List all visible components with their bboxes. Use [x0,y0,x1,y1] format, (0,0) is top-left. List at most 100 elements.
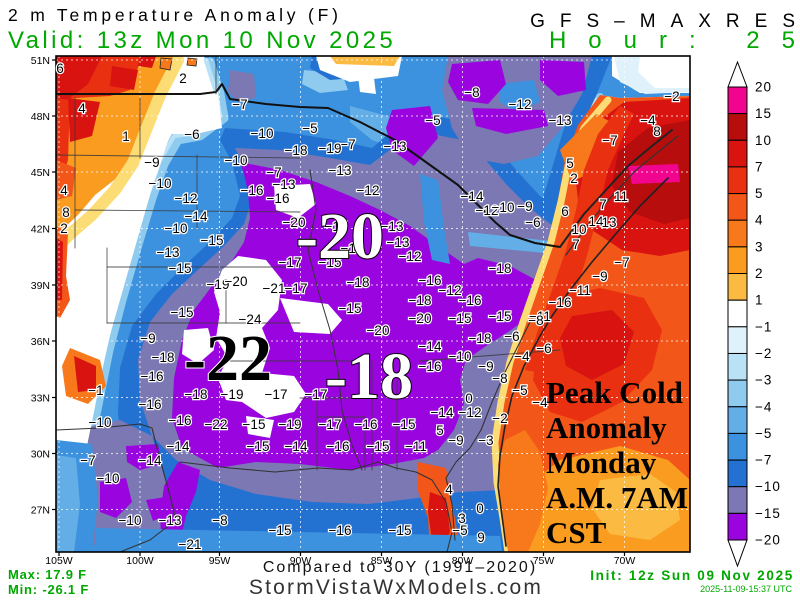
svg-text:−7: −7 [232,97,247,112]
svg-text:−17: −17 [279,255,302,270]
svg-text:−16: −16 [141,369,164,384]
svg-text:CST: CST [546,515,607,550]
svg-text:−6: −6 [504,329,519,344]
svg-text:Monday: Monday [546,445,657,480]
svg-text:−7: −7 [266,165,281,180]
svg-text:85W: 85W [371,555,393,567]
svg-text:−14: −14 [419,339,442,354]
svg-text:11: 11 [614,189,628,204]
svg-text:2025-11-09-15:37 UTC: 2025-11-09-15:37 UTC [700,584,792,594]
svg-text:−12: −12 [175,191,198,206]
svg-text:-18: -18 [325,340,413,413]
svg-text:−15: −15 [201,233,224,248]
svg-text:−5: −5 [302,121,317,136]
svg-text:42N: 42N [31,224,50,236]
svg-text:−7: −7 [602,133,617,148]
svg-text:−22: −22 [205,417,228,432]
svg-text:2: 2 [755,266,764,281]
svg-text:1: 1 [122,129,130,144]
svg-text:−10: −10 [97,471,120,486]
svg-text:48N: 48N [31,111,50,123]
svg-text:7: 7 [599,197,607,212]
svg-text:−13: −13 [381,219,404,234]
svg-text:80W: 80W [452,555,474,567]
svg-text:70W: 70W [614,555,636,567]
svg-text:Max: 17.9 F: Max: 17.9 F [8,567,87,582]
svg-text:−1: −1 [88,383,103,398]
svg-text:−7: −7 [755,453,772,468]
svg-text:Min: -26.1 F: Min: -26.1 F [8,582,89,597]
svg-text:3: 3 [458,511,466,526]
svg-text:45N: 45N [31,167,50,179]
svg-text:−16: −16 [459,293,482,308]
svg-text:2: 2 [179,71,187,86]
svg-text:−18: −18 [341,241,364,256]
svg-text:−13: −13 [157,245,180,260]
svg-text:105W: 105W [45,555,73,567]
svg-text:6: 6 [56,61,64,76]
svg-text:−20: −20 [367,323,390,338]
svg-text:−13: −13 [384,139,407,154]
svg-text:−18: −18 [185,387,208,402]
svg-text:Compared to 30Y (1991–2020): Compared to 30Y (1991–2020) [263,559,537,576]
svg-text:−11: −11 [405,439,427,454]
svg-text:−10: −10 [165,221,188,236]
svg-text:−8: −8 [464,85,479,100]
svg-text:−16: −16 [329,523,352,538]
svg-text:−16: −16 [355,417,378,432]
svg-text:2: 2 [570,171,578,186]
svg-text:5: 5 [566,156,574,171]
svg-text:−9: −9 [517,199,532,214]
svg-text:90W: 90W [290,555,312,567]
svg-text:−13: −13 [273,177,296,192]
svg-text:−15: −15 [449,311,472,326]
svg-text:9: 9 [477,530,485,545]
svg-text:−17: −17 [265,387,288,402]
svg-text:−18: −18 [347,275,370,290]
svg-text:−6: −6 [525,215,540,230]
svg-text:−15: −15 [367,439,390,454]
svg-text:−15: −15 [169,261,192,276]
svg-text:GFS–MAXRES: GFS–MAXRES [530,11,800,32]
svg-text:−9: −9 [448,433,463,448]
svg-text:−17: −17 [319,417,342,432]
svg-text:−18: −18 [409,293,432,308]
svg-text:−16: −16 [267,191,290,206]
svg-text:−4: −4 [514,349,530,364]
svg-text:−6: −6 [536,341,551,356]
svg-text:−10: −10 [755,479,781,494]
svg-text:30N: 30N [31,449,50,461]
svg-text:−17: −17 [305,387,328,402]
svg-text:−17: −17 [325,219,348,234]
svg-text:8: 8 [62,205,70,220]
svg-text:−9: −9 [592,269,607,284]
svg-text:−18: −18 [152,350,175,365]
svg-text:−4: −4 [532,395,548,410]
svg-text:−1: −1 [755,319,772,334]
svg-text:−12: −12 [476,203,499,218]
svg-text:−7: −7 [80,453,95,468]
svg-text:−14: −14 [461,189,484,204]
svg-text:−15: −15 [389,523,412,538]
svg-text:−12: −12 [357,183,380,198]
svg-text:−18: −18 [285,143,308,158]
svg-text:36N: 36N [31,336,50,348]
svg-text:−12: −12 [399,249,422,264]
svg-text:2 m Temperature Anomaly (F): 2 m Temperature Anomaly (F) [8,5,342,25]
svg-text:Peak Cold: Peak Cold [546,375,683,410]
svg-text:0: 0 [465,391,473,406]
svg-text:−19: −19 [279,417,302,432]
svg-text:−12: −12 [439,283,462,298]
svg-text:-20: -20 [296,200,384,273]
svg-text:100W: 100W [126,555,154,567]
svg-text:20: 20 [755,80,772,95]
svg-text:14: 14 [588,214,604,229]
svg-text:0: 0 [476,501,484,516]
svg-text:−15: −15 [247,439,270,454]
svg-text:−15: −15 [319,255,342,270]
svg-text:−10: −10 [449,349,472,364]
svg-text:10: 10 [755,133,772,148]
svg-text:2: 2 [60,221,68,236]
svg-text:−10: −10 [149,176,172,191]
svg-text:−16: −16 [169,413,192,428]
